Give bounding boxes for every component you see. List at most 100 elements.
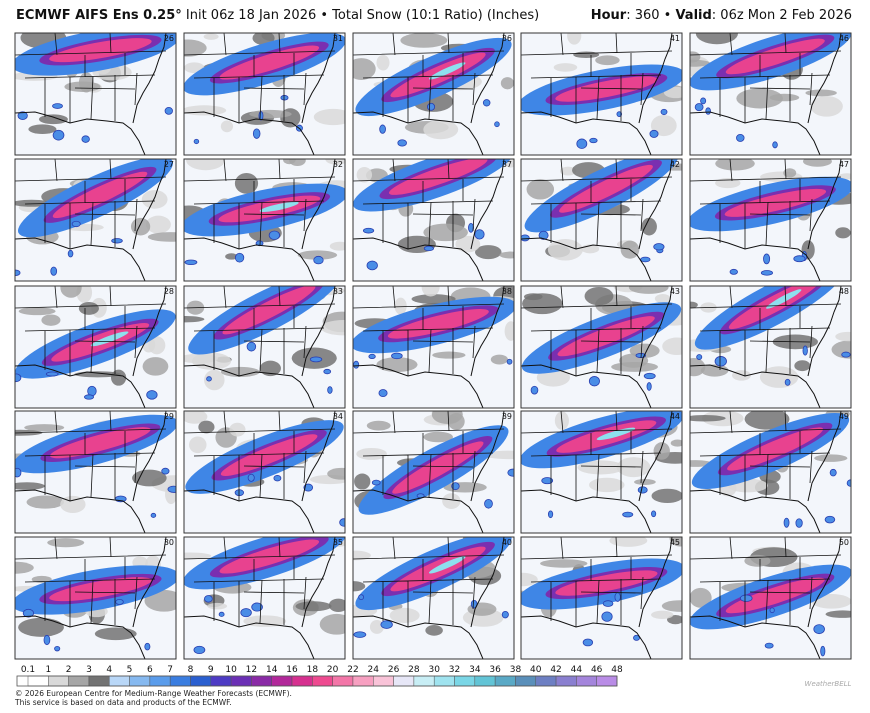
coastline — [521, 33, 673, 155]
colorbar-segment — [149, 675, 171, 687]
colorbar-segment — [576, 675, 597, 687]
snow-pink — [392, 441, 484, 494]
gray-snow — [595, 55, 620, 66]
snow-band — [355, 37, 512, 117]
state-lines — [15, 33, 167, 123]
map-panel: 48 — [689, 285, 852, 409]
member-number: 35 — [333, 538, 343, 547]
colorbar-segment — [190, 675, 212, 687]
snow-band — [690, 564, 851, 630]
colorbar-label: 14 — [266, 665, 278, 675]
blue-spot — [783, 517, 790, 528]
gray-snow — [654, 293, 671, 304]
blue-spot — [547, 510, 554, 519]
state-lines — [184, 411, 336, 501]
member-number: 45 — [670, 538, 680, 547]
gray-snow — [577, 460, 624, 475]
blue-spot — [649, 129, 659, 138]
blue-spot — [246, 341, 257, 352]
map-content — [15, 159, 176, 281]
blue-spot — [482, 99, 491, 107]
blue-spot — [582, 638, 594, 647]
gray-snow — [78, 302, 99, 315]
blue-spot — [802, 345, 808, 356]
gray-snow — [521, 572, 538, 587]
colorbar-segment — [169, 675, 191, 687]
blue-spot — [43, 634, 51, 646]
state-lines — [521, 33, 673, 123]
gray-snow — [249, 109, 292, 119]
blue-spot — [353, 631, 367, 638]
panel-border — [14, 410, 177, 534]
gray-snow — [589, 477, 625, 493]
map-content — [353, 33, 514, 155]
map-content — [184, 286, 345, 408]
gray-snow — [670, 439, 682, 447]
coastline — [353, 286, 505, 408]
gray-snow — [94, 627, 137, 641]
gray-snow — [41, 314, 61, 326]
gray-snow — [690, 357, 706, 377]
gray-snow — [573, 51, 600, 59]
gray-snow — [500, 77, 514, 90]
coastline — [15, 286, 167, 408]
blue-spot — [54, 645, 61, 652]
colorbar-label: 12 — [246, 665, 257, 675]
blue-spot — [81, 135, 90, 143]
gray-snow — [838, 173, 851, 180]
member-number: 40 — [502, 538, 512, 547]
state-lines — [184, 159, 336, 249]
member-number: 32 — [333, 160, 343, 169]
gray-snow — [243, 615, 287, 627]
gray-snow — [553, 63, 578, 72]
gray-snow — [423, 119, 459, 140]
member-number: 44 — [670, 412, 680, 421]
state-lines — [690, 411, 842, 501]
gray-snow — [584, 286, 614, 306]
map-content — [15, 537, 176, 659]
gray-snow — [442, 493, 461, 509]
blue-spot — [45, 371, 59, 377]
gray-snow — [356, 447, 387, 460]
gray-snow — [835, 331, 851, 342]
blue-spot — [602, 600, 614, 607]
gray-snow — [447, 412, 465, 431]
coastline — [353, 411, 505, 533]
colorbar-label: 26 — [388, 665, 400, 675]
gray-snow — [313, 108, 345, 126]
panel-border — [520, 32, 683, 156]
member-number: 41 — [670, 34, 680, 43]
blue-spot — [769, 607, 775, 614]
snow-cyan — [428, 62, 466, 80]
panel-border — [183, 32, 346, 156]
map-content — [521, 33, 682, 155]
snow-pink — [49, 38, 152, 63]
blue-spot — [576, 138, 588, 149]
colorbar-segment — [251, 675, 272, 687]
blue-spot — [15, 269, 21, 276]
blue-spot — [824, 515, 836, 524]
gray-snow — [759, 366, 799, 388]
gray-snow — [220, 120, 234, 133]
member-number: 46 — [839, 34, 849, 43]
colorbar-segment — [352, 675, 374, 687]
snow-band — [521, 302, 682, 374]
colorbar-label: 3 — [86, 665, 92, 675]
blue-spot — [653, 243, 665, 251]
gray-snow — [783, 168, 797, 178]
snow-pink — [725, 38, 825, 75]
state-lines — [353, 159, 505, 249]
coastline — [15, 537, 167, 659]
blue-spot — [353, 360, 360, 369]
gray-snow — [389, 607, 420, 624]
gray-snow — [805, 89, 837, 97]
blue-spot — [736, 133, 745, 142]
coastline — [15, 33, 167, 155]
coastline — [184, 286, 336, 408]
member-number: 34 — [333, 412, 343, 421]
map-content — [521, 537, 682, 659]
gray-snow — [229, 422, 246, 437]
snow-pink — [555, 570, 658, 596]
colorbar-segment — [129, 675, 151, 687]
gray-snow — [835, 227, 851, 239]
